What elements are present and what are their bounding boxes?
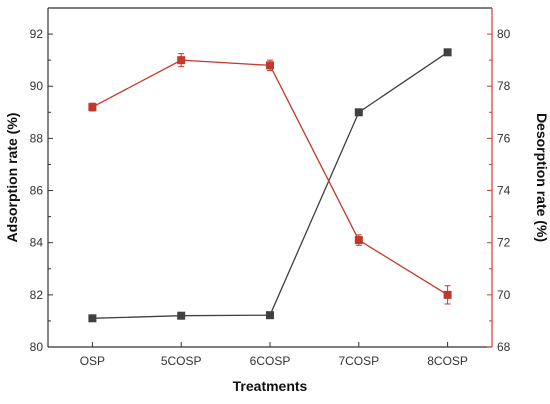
right-y-tick-label: 70 bbox=[497, 288, 511, 302]
right-y-tick-label: 68 bbox=[497, 340, 511, 354]
series-1-point bbox=[266, 311, 274, 320]
series-2-point bbox=[354, 236, 363, 245]
left-y-tick-label: 90 bbox=[30, 79, 44, 93]
x-tick-label: 8COSP bbox=[427, 354, 468, 368]
left-y-tick-label: 80 bbox=[30, 340, 44, 354]
left-y-tick-label: 86 bbox=[30, 184, 44, 198]
labels-layer: 80 82 84 86 88 90 92 68 70 72 74 76 78 80 OSP 5COSP 6COS… bbox=[4, 27, 550, 394]
left-y-tick-label: 84 bbox=[30, 236, 44, 250]
series-2-point bbox=[177, 56, 186, 65]
right-y-tick-label: 72 bbox=[497, 236, 511, 250]
right-y-axis-title: Desorption rate (%) bbox=[534, 113, 550, 242]
series-1-line bbox=[92, 51, 448, 319]
right-y-tick-label: 78 bbox=[497, 79, 511, 93]
x-axis-title: Treatments bbox=[233, 378, 308, 394]
series-2-point bbox=[88, 103, 97, 112]
axes-layer bbox=[47, 7, 493, 348]
series-1-point bbox=[443, 48, 452, 57]
right-y-tick-label: 76 bbox=[497, 131, 511, 145]
x-tick-label: OSP bbox=[80, 354, 105, 368]
x-tick-label: 5COSP bbox=[161, 354, 202, 368]
series-2-point bbox=[443, 290, 452, 299]
left-y-tick-label: 88 bbox=[30, 131, 44, 145]
x-tick-label: 7COSP bbox=[338, 354, 379, 368]
series-layer bbox=[88, 48, 452, 323]
series-1-point bbox=[354, 108, 363, 117]
series-2-point bbox=[266, 61, 274, 70]
left-y-axis-title: Adsorption rate (%) bbox=[4, 113, 20, 243]
left-y-tick-label: 92 bbox=[30, 27, 44, 41]
left-y-tick-label: 82 bbox=[30, 288, 44, 302]
series-1-point bbox=[88, 314, 97, 323]
right-y-tick-label: 80 bbox=[497, 27, 511, 41]
series-2-line bbox=[92, 59, 448, 296]
x-tick-label: 6COSP bbox=[250, 354, 291, 368]
right-y-tick-label: 74 bbox=[497, 184, 511, 198]
series-1-point bbox=[177, 311, 186, 320]
